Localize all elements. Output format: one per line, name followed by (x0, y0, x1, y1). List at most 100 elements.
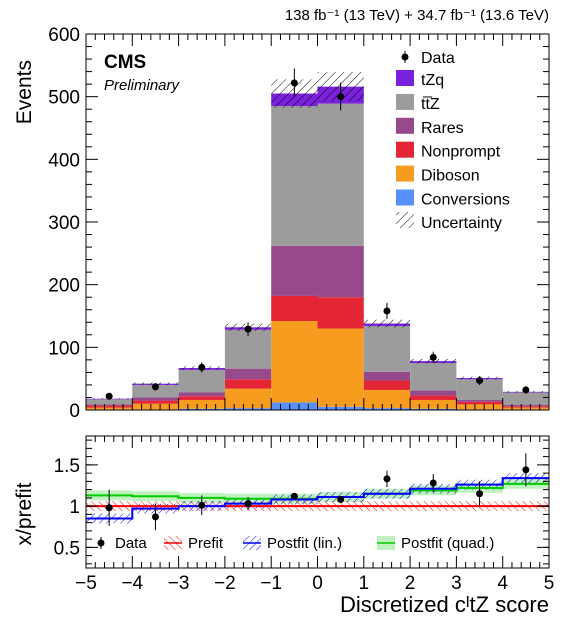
ratio-legend-data: Data (97, 535, 147, 552)
data-point-2 (198, 363, 206, 371)
bar-rares-9 (502, 404, 549, 407)
data-point-6 (383, 307, 391, 315)
bar-conversions-2 (178, 408, 225, 410)
bar-ttz-5 (317, 103, 364, 246)
bar-rares-1 (132, 397, 179, 401)
ratio-xtick-label-1: −4 (121, 573, 143, 594)
ratio-ytick-label-2: 1.5 (54, 456, 80, 477)
top-panel: 0 100 200 300 400 500 600 Events CMS Prelimina… (13, 25, 550, 422)
ratio-point-6 (383, 475, 391, 483)
bar-diboson-4 (271, 321, 318, 403)
bar-ttz-9 (502, 392, 549, 405)
bar-nonprompt-1 (132, 400, 179, 404)
legend-item-uncertainty: Uncertainty (396, 212, 502, 232)
legend-item-nonprompt: Nonprompt (396, 141, 501, 161)
ratio-point-0 (105, 504, 113, 512)
legend-item-ttz: tt̅Z (396, 93, 440, 113)
bar-rares-6 (363, 371, 411, 381)
experiment-label: CMS (104, 52, 146, 73)
ratio-xtick-label-10: 5 (544, 573, 555, 594)
bar-ttz-1 (132, 384, 179, 398)
uncertainty-bin-6 (363, 319, 411, 328)
series-rares (86, 245, 549, 407)
ratio-xtick-label-7: 2 (405, 573, 416, 594)
ratio-point-1 (151, 513, 159, 521)
data-point-1 (151, 383, 159, 391)
ratio-xtick-label-3: −2 (214, 573, 236, 594)
top-ytick-label-1: 100 (48, 338, 80, 359)
legend-label-diboson: Diboson (421, 168, 480, 185)
status-label: Preliminary (104, 77, 181, 94)
bar-rares-5 (317, 245, 364, 298)
bar-nonprompt-6 (363, 380, 411, 390)
ratio-point-7 (429, 479, 437, 487)
top-y-axis-label: Events (13, 60, 36, 124)
ratio-xtick-label-5: 0 (312, 573, 323, 594)
bar-ttz-0 (86, 399, 133, 405)
bar-rares-2 (178, 392, 225, 397)
bar-diboson-1 (132, 403, 179, 410)
bar-nonprompt-8 (456, 401, 503, 405)
ratio-xtick-label-6: 1 (359, 573, 370, 594)
data-point-0 (105, 392, 113, 400)
bar-ttz-6 (363, 326, 411, 372)
bar-conversions-3 (224, 408, 272, 410)
bar-rares-8 (456, 399, 503, 402)
bar-ttz-3 (224, 329, 272, 369)
ratio-data-points (105, 453, 530, 531)
data-point-3 (244, 325, 252, 333)
legend-item-tzq: tZq (396, 70, 444, 89)
postfit_lin-line (86, 477, 549, 520)
top-y-ticks: 0 100 200 300 400 500 600 (48, 25, 549, 422)
bar-nonprompt-5 (317, 297, 364, 329)
legend-swatch-conversions (396, 189, 414, 206)
data-point-9 (522, 386, 530, 394)
series-nonprompt (86, 295, 549, 408)
bar-nonprompt-0 (86, 405, 133, 408)
legend-swatch-tzq (396, 70, 414, 86)
data-point-5 (337, 93, 345, 101)
legend-label-uncertainty: Uncertainty (421, 215, 502, 232)
legend-label-tzq: tZq (421, 72, 444, 89)
ratio-legend-label-prefit: Prefit (188, 535, 224, 552)
bar-ttz-4 (271, 106, 318, 246)
top-x-ticks (85, 34, 550, 410)
ratio-point-4 (290, 492, 298, 500)
bar-diboson-8 (456, 404, 503, 410)
ratio-point-9 (522, 466, 530, 474)
bar-nonprompt-2 (178, 396, 225, 400)
series-diboson (86, 321, 549, 410)
bar-diboson-3 (224, 388, 272, 409)
bar-ttz-7 (410, 363, 457, 391)
bar-diboson-5 (317, 328, 364, 407)
ratio-lines (86, 477, 549, 520)
ratio-xtick-label-8: 3 (451, 573, 462, 594)
ratio-xtick-label-2: −3 (168, 573, 190, 594)
bar-rares-0 (86, 404, 133, 406)
top-ytick-label-2: 200 (48, 276, 80, 297)
ratio-xtick-label-9: 4 (497, 573, 508, 594)
legend-swatch-nonprompt (396, 141, 414, 158)
bar-rares-4 (271, 245, 318, 296)
legend: Data tZq tt̅Z Rares Nonprompt Diboson Convers… (396, 50, 510, 232)
ratio-legend-postfit-quad: Postfit (quad.) (377, 535, 494, 552)
ratio-legend: Data Prefit Postfit (lin.) Postfit (quad… (97, 535, 494, 552)
ratio-y-ticks: 0.5 1 1.5 (54, 439, 549, 565)
ratio-legend-label-data: Data (115, 535, 147, 552)
bar-conversions-6 (363, 408, 411, 410)
ratio-x-ticks: −5 −4 −3 −2 −1 0 1 2 3 4 5 (75, 436, 554, 594)
bar-rares-3 (224, 368, 272, 380)
bar-ttz-8 (456, 379, 503, 400)
bar-conversions-4 (271, 402, 318, 410)
data-point-4 (290, 79, 298, 87)
top-ytick-label-4: 400 (48, 150, 80, 171)
legend-label-rares: Rares (421, 120, 464, 137)
legend-swatch-ttz (396, 93, 414, 110)
bar-nonprompt-4 (271, 295, 318, 322)
legend-item-data: Data (401, 50, 455, 67)
legend-label-ttz: tt̅Z (421, 96, 440, 113)
ratio-xtick-label-0: −5 (75, 573, 97, 594)
x-axis-label: Discretized cᴵtZ score (340, 592, 549, 617)
legend-item-conversions: Conversions (396, 189, 510, 209)
